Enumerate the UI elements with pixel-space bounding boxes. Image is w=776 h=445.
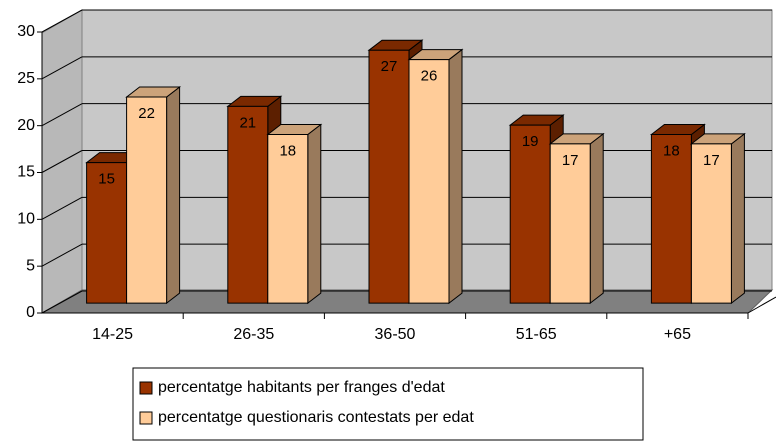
grid-line — [41, 56, 83, 80]
grid-line — [41, 290, 83, 314]
legend-label: percentatge habitants per franges d'edat — [158, 379, 445, 396]
data-label: 22 — [138, 105, 155, 122]
y-tick-label: 10 — [17, 211, 35, 228]
bar — [548, 132, 605, 305]
bar — [266, 123, 323, 305]
bar-front — [126, 96, 168, 304]
y-tick-label: 30 — [17, 23, 35, 40]
data-label: 15 — [98, 171, 115, 188]
bar-front — [368, 49, 410, 304]
bar-front — [267, 134, 309, 304]
y-tick-label: 0 — [26, 304, 35, 321]
y-tick-label: 25 — [17, 70, 35, 87]
bar-front — [690, 143, 732, 304]
y-tick-label: 15 — [17, 164, 35, 181]
data-label: 27 — [381, 58, 398, 75]
data-label: 21 — [239, 114, 256, 131]
bar-side — [307, 123, 322, 305]
data-label: 18 — [663, 142, 680, 159]
grid-line — [41, 150, 83, 173]
legend-label: percentatge questionaris contestats per … — [158, 409, 474, 426]
bar — [689, 132, 746, 305]
bar-front — [509, 124, 551, 304]
data-label: 17 — [562, 152, 579, 169]
legend-swatch — [139, 411, 153, 425]
data-label: 17 — [703, 152, 720, 169]
grid-line — [41, 196, 83, 220]
data-label: 19 — [522, 133, 539, 150]
bar-front — [408, 59, 450, 304]
x-tick-label: 26-35 — [233, 326, 274, 343]
bar-side — [730, 132, 745, 305]
bar-side — [166, 86, 181, 305]
grid-line — [41, 9, 83, 33]
y-tick-label: 5 — [26, 257, 35, 274]
x-tick-label: 14-25 — [92, 326, 133, 343]
bar-front — [227, 105, 269, 304]
bar — [125, 86, 182, 305]
x-axis-depth — [747, 296, 776, 314]
grid-line — [41, 243, 83, 267]
bar-side — [448, 48, 463, 305]
grid-line — [41, 103, 83, 127]
y-tick-label: 20 — [17, 117, 35, 134]
x-tick-label: +65 — [664, 326, 691, 343]
x-tick-label: 36-50 — [375, 326, 416, 343]
legend-swatch — [139, 381, 153, 395]
data-label: 18 — [279, 142, 296, 159]
x-tick-label: 51-65 — [516, 326, 557, 343]
legend-box — [132, 367, 644, 441]
bar-side — [589, 132, 604, 305]
data-label: 26 — [421, 68, 438, 85]
bar — [407, 48, 464, 305]
bar-front — [549, 143, 591, 304]
bar-front — [650, 134, 692, 304]
